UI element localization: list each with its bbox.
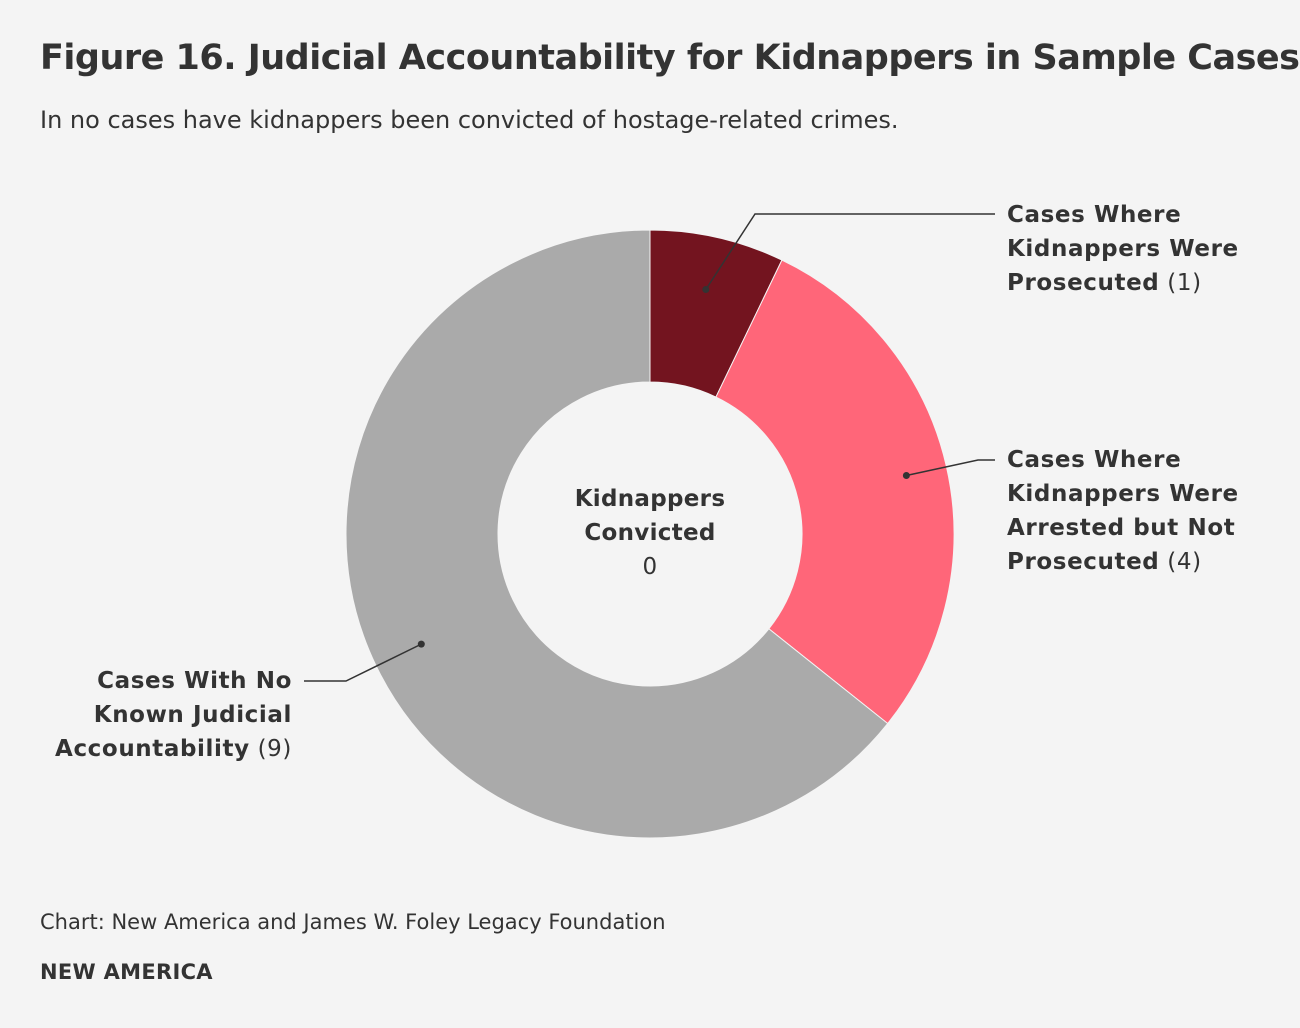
- center-label-title: Kidnappers Convicted: [574, 486, 726, 546]
- brand-logo-text: NEW AMERICA: [40, 960, 213, 984]
- slice-label-none-count: (9): [257, 736, 292, 762]
- slice-label-none-name: Cases With No Known Judicial Accountabil…: [55, 668, 292, 762]
- slice-label-arrested: Cases Where Kidnappers Were Arrested but…: [1007, 443, 1277, 579]
- slice-label-arrested-count: (4): [1167, 549, 1202, 575]
- slice-label-prosecuted: Cases Where Kidnappers Were Prosecuted (…: [1007, 198, 1277, 300]
- leader-lines: [304, 213, 995, 682]
- center-label: Kidnappers Convicted 0: [530, 482, 770, 584]
- leader-dot-none: [417, 640, 425, 648]
- leader-line-arrested: [906, 459, 995, 477]
- leader-dot-arrested: [902, 471, 910, 479]
- donut-slice-none: [345, 229, 889, 839]
- center-label-value: 0: [642, 554, 658, 580]
- slice-label-arrested-name: Cases Where Kidnappers Were Arrested but…: [1007, 447, 1239, 575]
- slice-label-none: Cases With No Known Judicial Accountabil…: [40, 664, 292, 766]
- donut-slices: [345, 229, 955, 839]
- donut-slice-arrested: [715, 259, 955, 725]
- chart-subtitle: In no cases have kidnappers been convict…: [40, 106, 899, 134]
- chart-source: Chart: New America and James W. Foley Le…: [40, 910, 666, 934]
- leader-dot-prosecuted: [702, 285, 710, 293]
- slice-label-prosecuted-count: (1): [1167, 270, 1202, 296]
- leader-line-prosecuted: [705, 213, 995, 290]
- leader-line-none: [304, 643, 422, 682]
- chart-title: Figure 16. Judicial Accountability for K…: [40, 38, 1300, 78]
- slice-label-prosecuted-name: Cases Where Kidnappers Were Prosecuted: [1007, 202, 1239, 296]
